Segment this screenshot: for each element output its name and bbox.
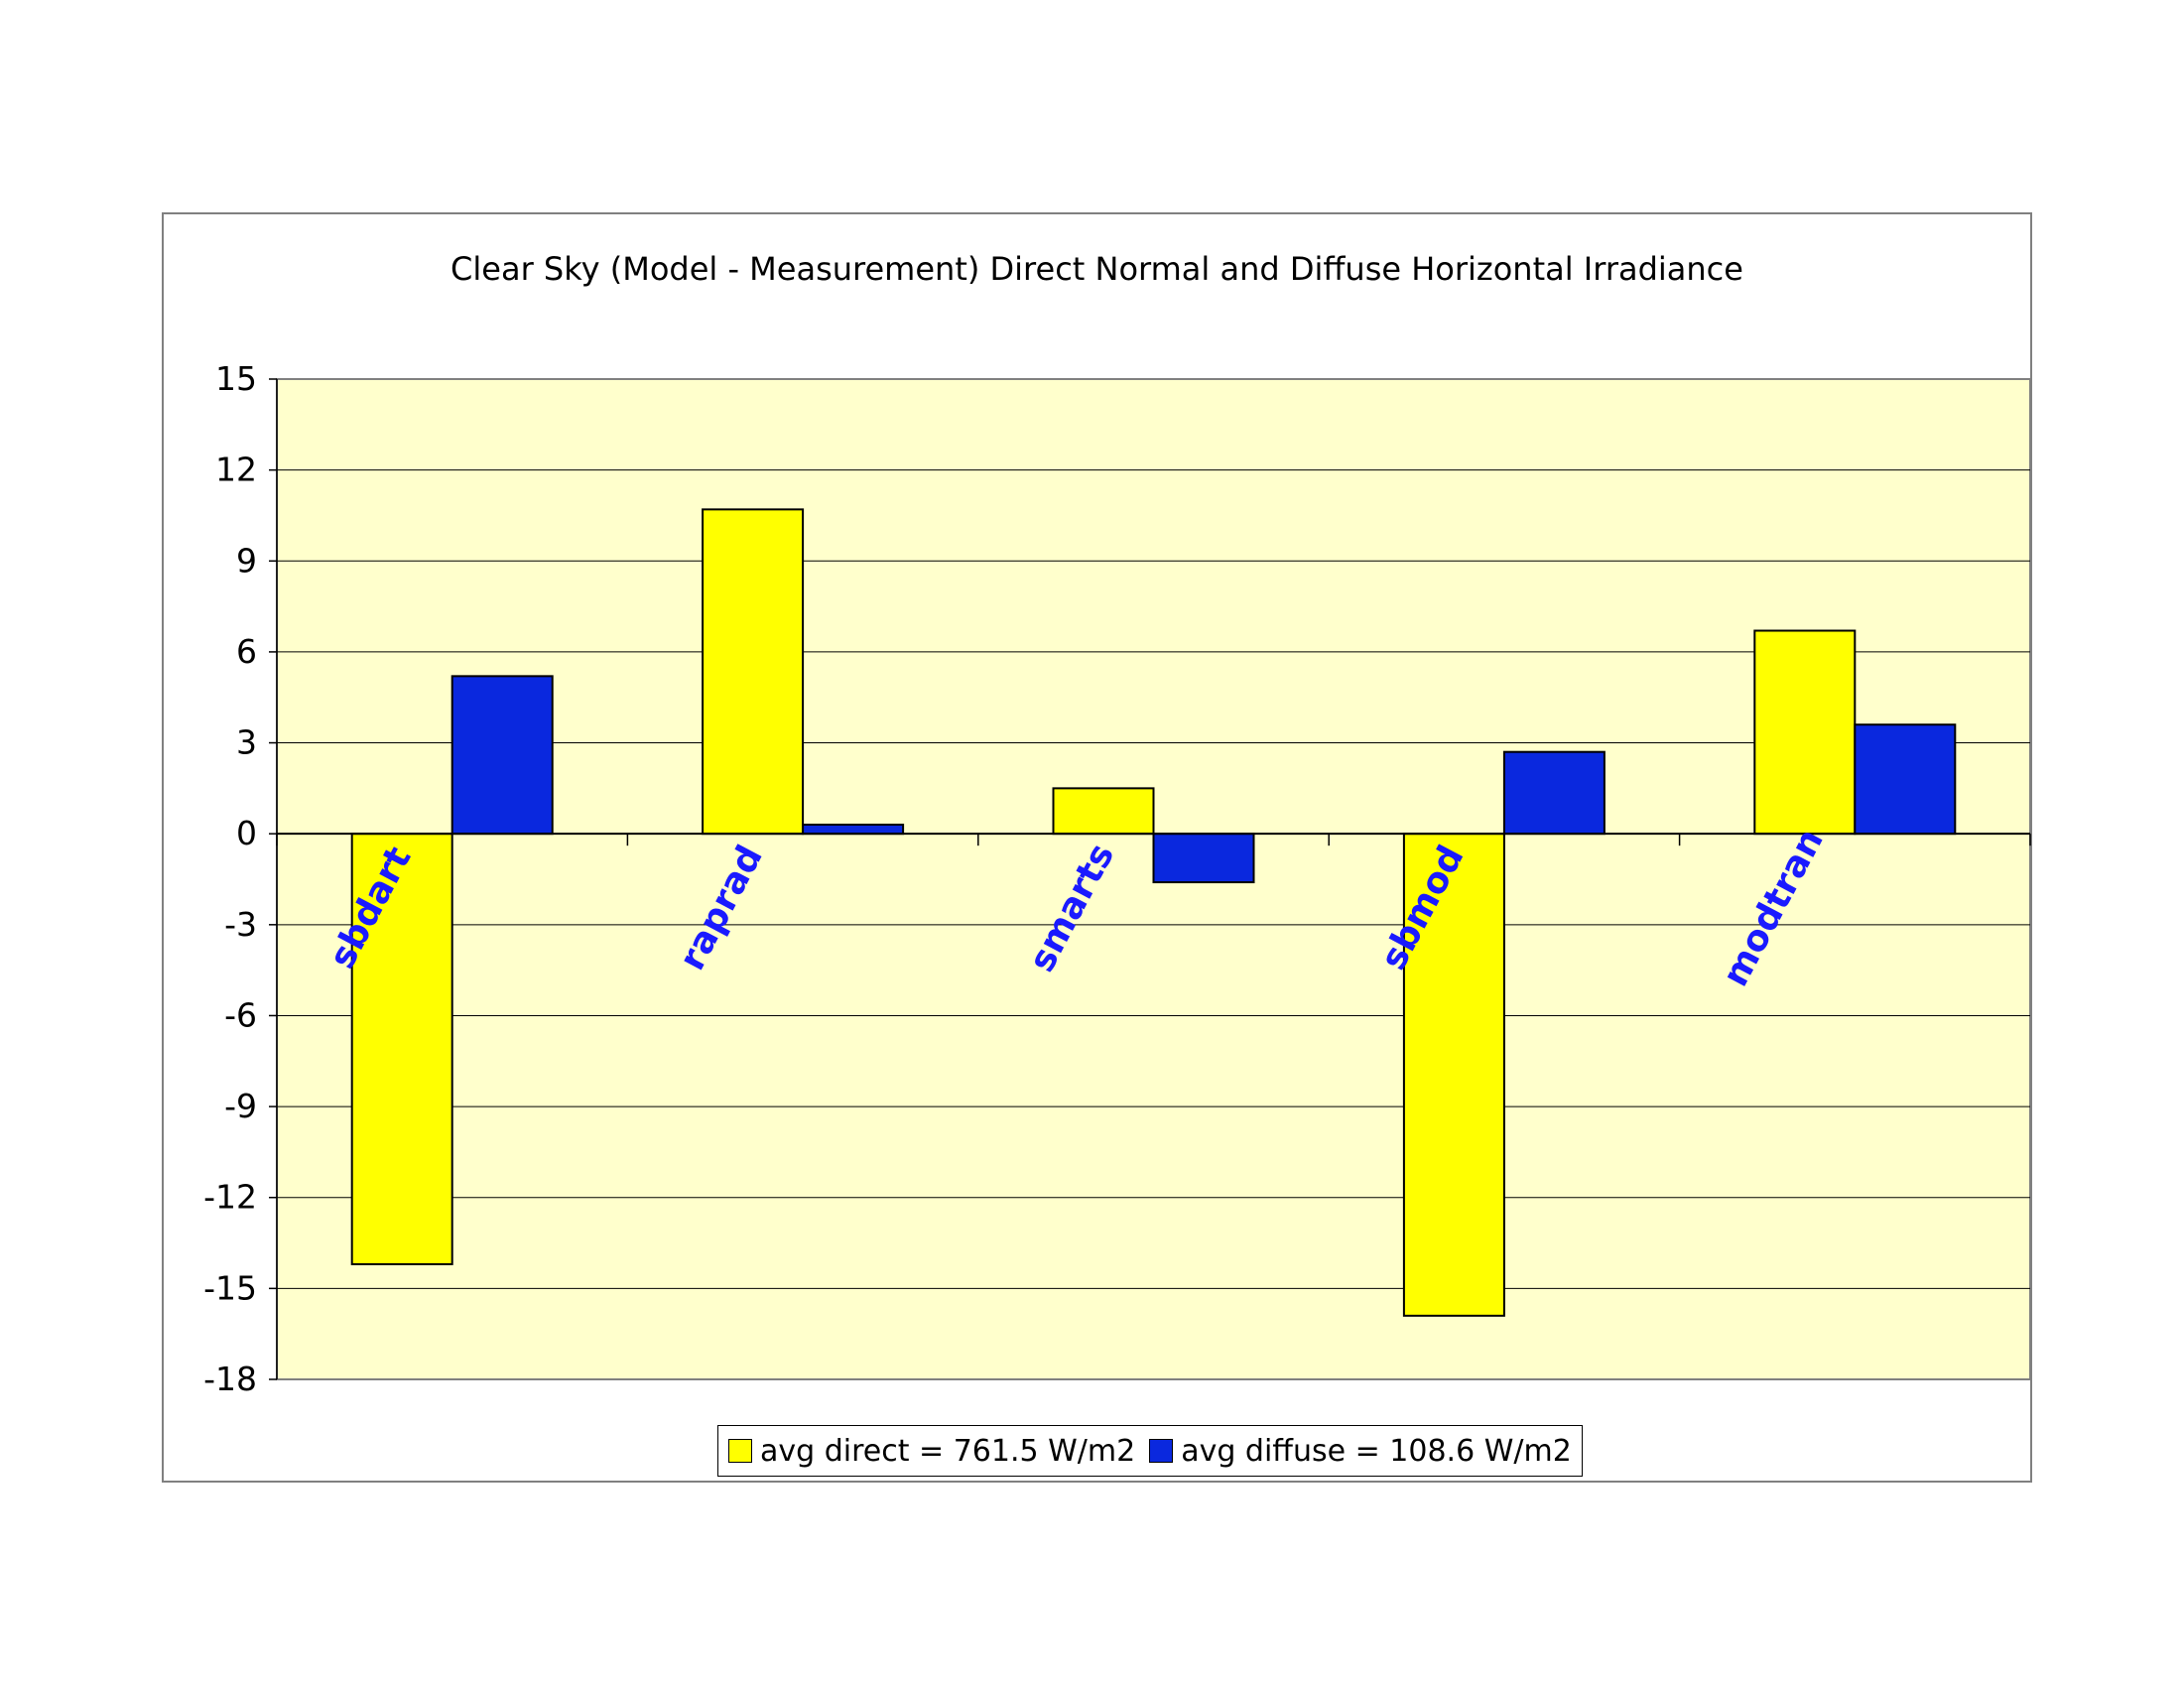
y-tick-label: 9 bbox=[236, 541, 257, 580]
y-tick-label: 6 bbox=[236, 632, 257, 671]
y-tick-label: 3 bbox=[236, 723, 257, 762]
bar-direct-sbmod bbox=[1402, 833, 1505, 1317]
chart-title: Clear Sky (Model - Measurement) Direct N… bbox=[450, 250, 1743, 288]
y-tick-label: -9 bbox=[224, 1087, 257, 1125]
y-tick-label: -3 bbox=[224, 905, 257, 944]
bar-diffuse-modtran bbox=[1854, 723, 1957, 836]
y-tick-label: 12 bbox=[215, 451, 257, 489]
y-tick-label: -6 bbox=[224, 995, 257, 1034]
legend-label-direct: avg direct = 761.5 W/m2 bbox=[760, 1433, 1136, 1469]
bar-direct-smarts bbox=[1052, 787, 1155, 836]
y-tick-label: -15 bbox=[203, 1268, 257, 1307]
legend-swatch-direct bbox=[728, 1439, 752, 1463]
legend-swatch-diffuse bbox=[1149, 1439, 1174, 1463]
legend-label-diffuse: avg diffuse = 108.6 W/m2 bbox=[1181, 1433, 1572, 1469]
bar-direct-modtran bbox=[1753, 629, 1857, 836]
bar-direct-sbdart bbox=[350, 833, 453, 1265]
y-tick-label: 15 bbox=[215, 359, 257, 398]
legend-item-diffuse: avg diffuse = 108.6 W/m2 bbox=[1149, 1434, 1572, 1469]
legend: avg direct = 761.5 W/m2 avg diffuse = 10… bbox=[717, 1425, 1583, 1477]
bar-diffuse-smarts bbox=[1152, 833, 1255, 884]
y-tick-label: -18 bbox=[203, 1360, 257, 1398]
bar-diffuse-sbdart bbox=[450, 675, 554, 836]
bar-diffuse-sbmod bbox=[1502, 750, 1606, 836]
y-tick-label: 0 bbox=[236, 814, 257, 852]
chart-area: Clear Sky (Model - Measurement) Direct N… bbox=[162, 212, 2032, 1483]
legend-item-direct: avg direct = 761.5 W/m2 bbox=[728, 1434, 1135, 1469]
bar-diffuse-raprad bbox=[802, 824, 905, 836]
y-tick-label: -12 bbox=[203, 1178, 257, 1217]
bar-direct-raprad bbox=[702, 508, 805, 836]
